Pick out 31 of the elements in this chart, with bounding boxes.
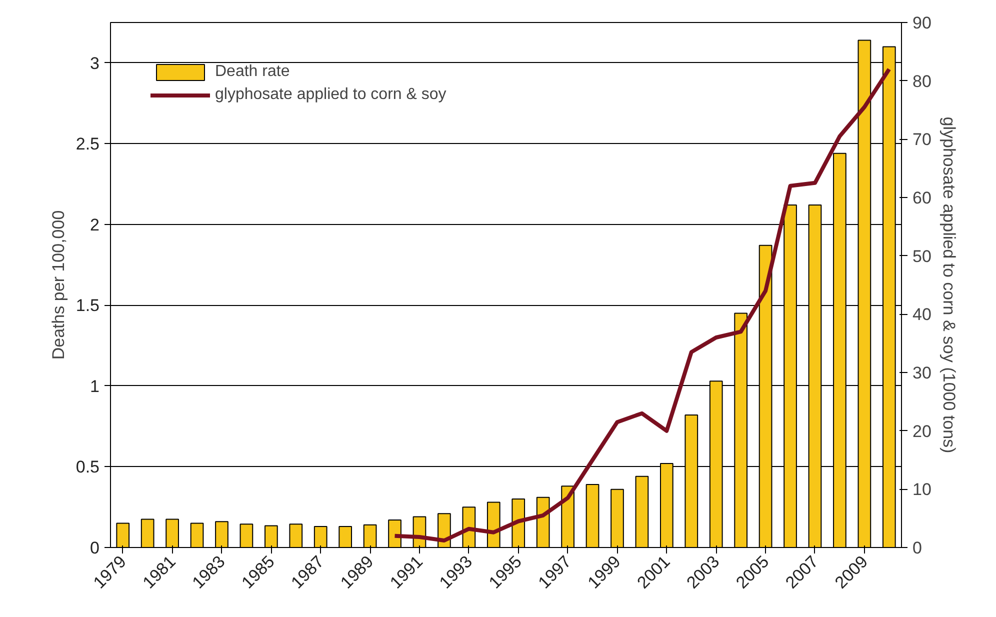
y2-tick-label: 90 [912, 14, 932, 32]
y2-tick-label: 70 [912, 130, 932, 150]
y2-tick-label: 40 [912, 305, 932, 324]
y-tick-label: 0.5 [76, 458, 100, 477]
y2-tick-label: 10 [912, 480, 932, 500]
bar [289, 524, 303, 548]
legend-label: glyphosate applied to corn & soy [215, 86, 446, 104]
y-tick-label: 1 [90, 376, 100, 396]
y2-axis-title: glyphosate applied to corn & soy (1000 tons) [939, 116, 958, 454]
bar [190, 522, 204, 548]
y-axis-title: Deaths per 100,000 [48, 210, 68, 360]
bar [486, 502, 500, 548]
bar [536, 496, 550, 548]
y2-tick-label: 20 [912, 422, 932, 441]
bar [388, 520, 402, 548]
bar [140, 518, 154, 548]
y-tick-label: 2.5 [76, 134, 100, 154]
bar [338, 526, 352, 548]
y2-tick-label: 0 [912, 538, 922, 558]
y2-tick-label: 60 [912, 188, 932, 208]
y-tick-label: 3 [90, 54, 100, 73]
y2-tick-label: 50 [912, 246, 932, 266]
y-tick-label: 1.5 [76, 296, 100, 316]
legend-label: Death rate [215, 63, 290, 81]
y2-tick-label: 80 [912, 72, 932, 91]
y2-tick-label: 30 [912, 364, 932, 382]
bar [586, 484, 600, 548]
bar [635, 476, 649, 548]
bar [240, 524, 254, 548]
y-tick-label: 2 [90, 215, 100, 234]
y-tick-label: 0 [90, 538, 100, 558]
